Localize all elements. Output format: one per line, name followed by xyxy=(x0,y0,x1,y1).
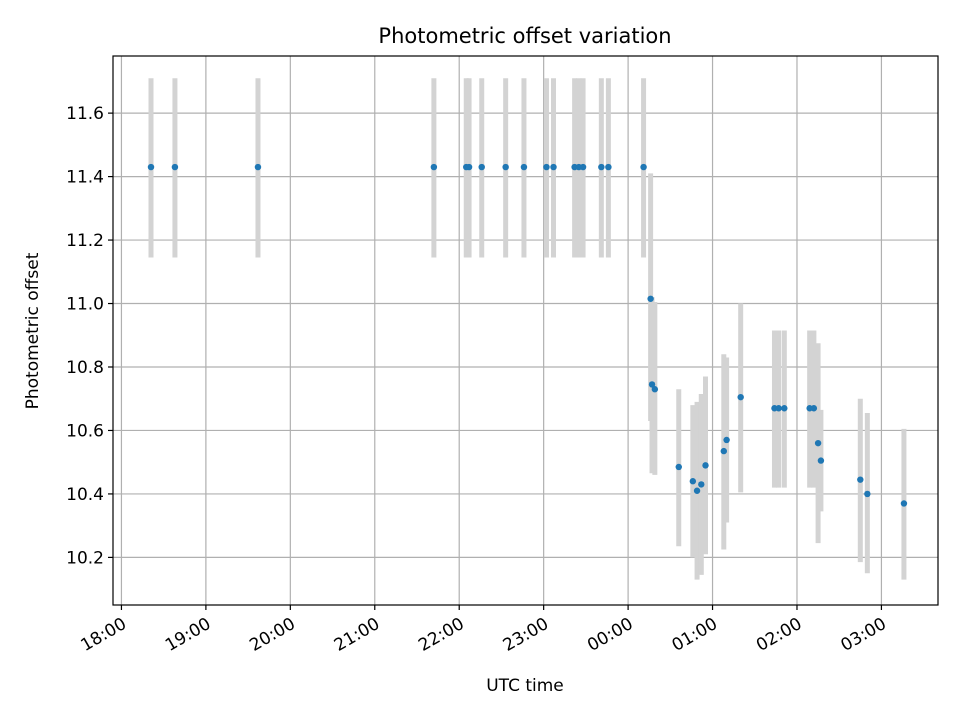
data-point xyxy=(817,457,825,464)
data-point xyxy=(675,463,682,471)
data-point xyxy=(814,439,822,447)
y-tick-label: 10.8 xyxy=(66,358,104,378)
data-point xyxy=(465,163,473,171)
data-point xyxy=(698,481,705,488)
data-point xyxy=(502,163,509,171)
y-tick-label: 10.6 xyxy=(66,421,104,441)
data-point xyxy=(648,381,656,388)
x-axis-label: UTC time xyxy=(486,676,564,696)
data-points xyxy=(147,163,908,507)
data-point xyxy=(900,500,908,507)
data-point xyxy=(147,163,155,171)
data-point xyxy=(781,405,788,412)
x-tick-label: 18:00 xyxy=(78,614,130,656)
data-point xyxy=(737,393,744,401)
data-point xyxy=(430,163,438,171)
data-point xyxy=(171,163,179,171)
x-tick-label: 02:00 xyxy=(753,614,805,656)
data-point xyxy=(579,163,587,171)
x-tick-label: 23:00 xyxy=(500,614,552,656)
x-tick-label: 19:00 xyxy=(162,614,214,656)
data-point xyxy=(647,295,654,302)
data-point xyxy=(693,487,701,494)
y-tick-label: 11.0 xyxy=(66,295,104,315)
y-tick-label: 11.6 xyxy=(66,104,104,124)
x-tick-label: 01:00 xyxy=(669,614,721,656)
data-point xyxy=(598,163,605,171)
x-tick-label: 03:00 xyxy=(837,614,889,656)
y-tick-label: 10.2 xyxy=(66,548,104,568)
x-tick-label: 20:00 xyxy=(246,614,298,656)
data-point xyxy=(254,163,262,171)
data-point xyxy=(550,163,557,171)
data-point xyxy=(689,478,697,485)
data-point xyxy=(651,386,659,393)
chart-title: Photometric offset variation xyxy=(378,24,671,48)
x-tick-label: 22:00 xyxy=(415,614,467,656)
data-point xyxy=(640,163,647,171)
y-tick-label: 11.2 xyxy=(66,231,104,251)
y-axis-label: Photometric offset xyxy=(23,252,43,409)
data-point xyxy=(810,405,818,412)
data-point xyxy=(478,163,485,171)
data-point xyxy=(723,436,730,444)
data-point xyxy=(543,163,550,171)
error-bars xyxy=(148,78,907,580)
data-point xyxy=(702,462,709,469)
data-point xyxy=(720,447,727,455)
y-tick-label: 10.4 xyxy=(66,485,104,505)
x-tick-label: 21:00 xyxy=(331,614,383,656)
y-tick-label: 11.4 xyxy=(66,168,104,188)
plot-frame xyxy=(112,55,939,606)
data-point xyxy=(857,476,864,483)
data-point xyxy=(520,163,528,171)
data-point xyxy=(864,490,871,498)
x-tick-label: 00:00 xyxy=(584,614,636,656)
data-point xyxy=(605,163,612,171)
axis-ticks: 18:00 19:00 20:00 21:00 22:00 23:00 00:00 01:00… xyxy=(66,104,890,656)
data-point xyxy=(775,405,782,412)
